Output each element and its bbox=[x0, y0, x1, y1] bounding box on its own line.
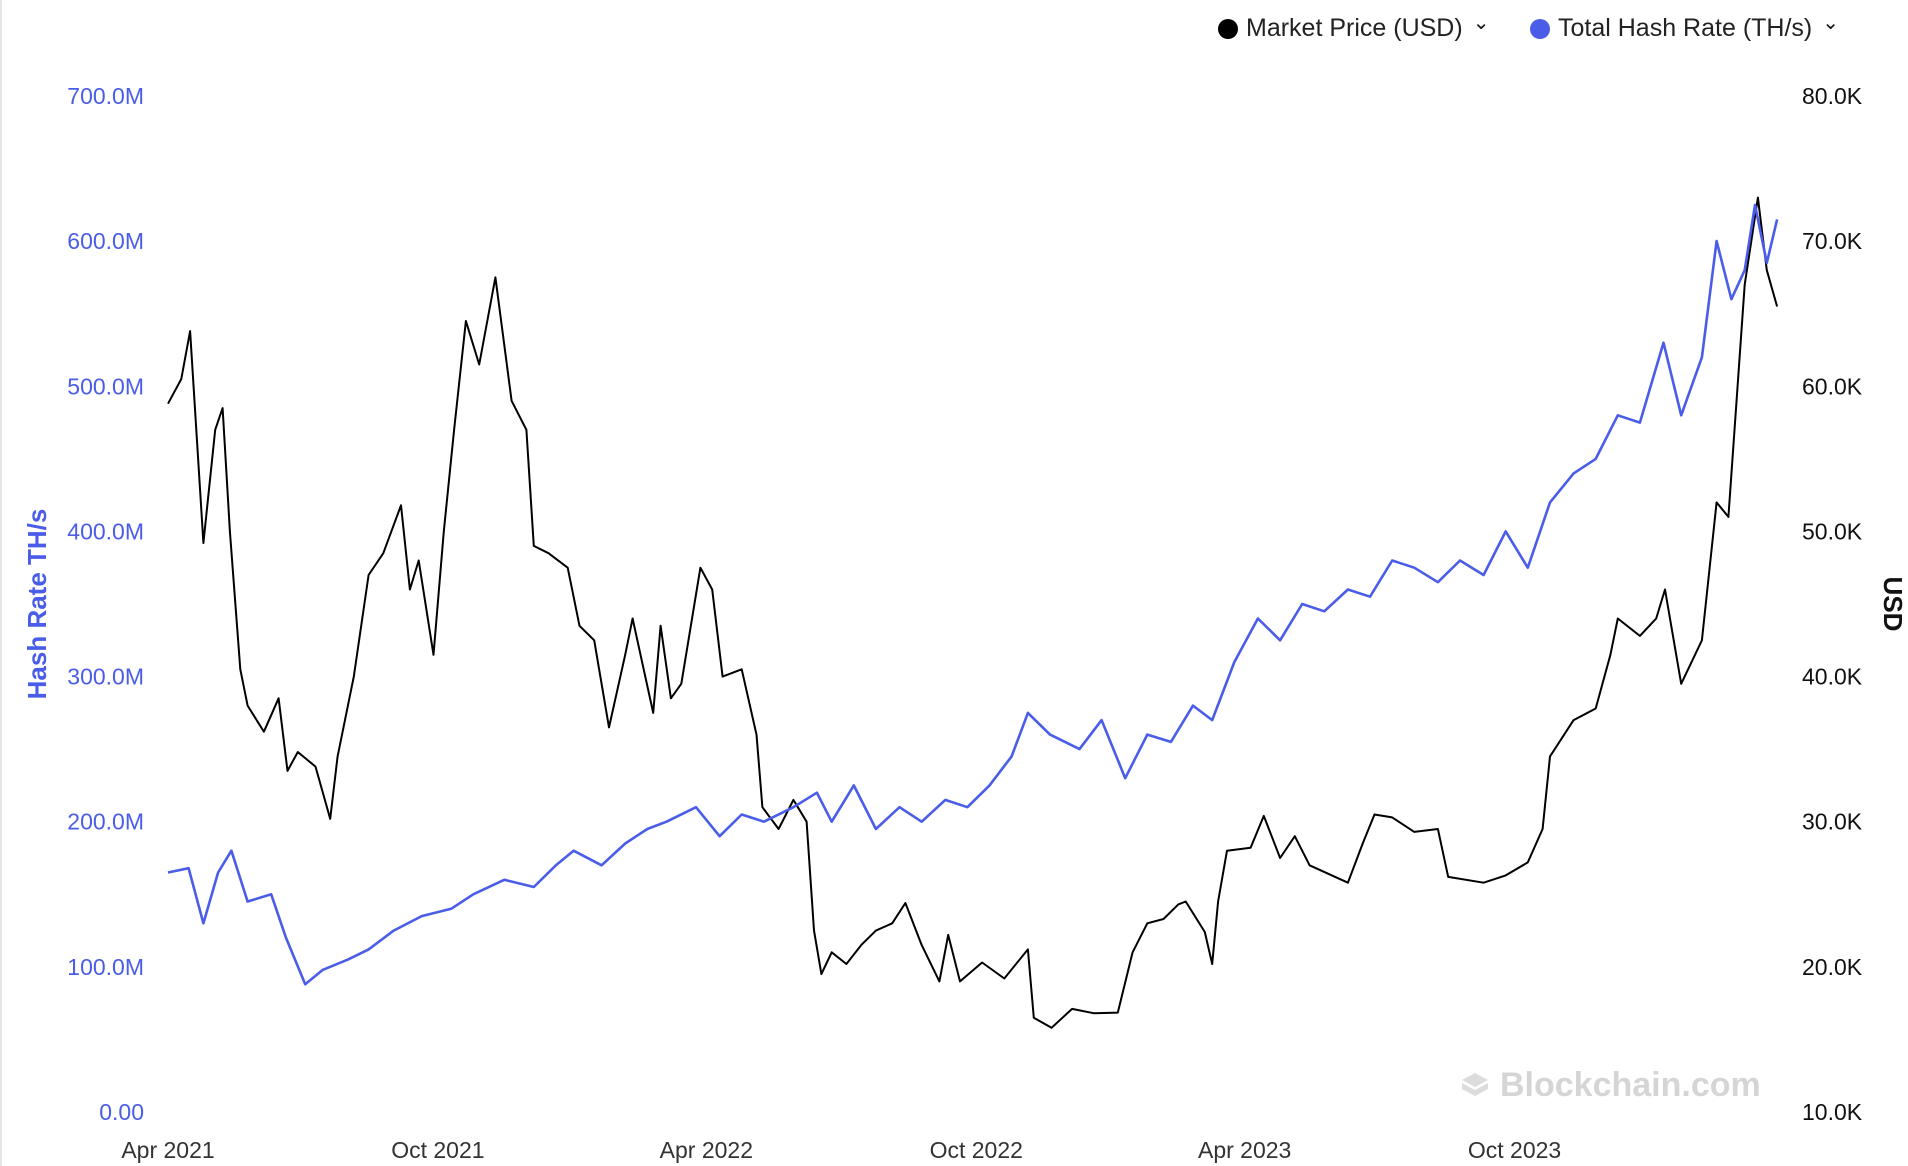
price-legend-label: Market Price (USD) bbox=[1246, 14, 1463, 42]
left-tick-label: 500.0M bbox=[67, 373, 144, 399]
right-tick-label: 20.0K bbox=[1802, 954, 1863, 980]
legend-item-price[interactable]: Market Price (USD) ⌄ bbox=[1218, 12, 1489, 43]
hash-legend-label: Total Hash Rate (TH/s) bbox=[1558, 14, 1813, 42]
x-tick-label: Oct 2022 bbox=[930, 1137, 1023, 1163]
price-legend-dot bbox=[1218, 18, 1238, 39]
left-tick-label: 700.0M bbox=[67, 83, 144, 109]
blockchain-logo-icon bbox=[1462, 1072, 1488, 1096]
left-tick-label: 100.0M bbox=[67, 954, 144, 980]
left-border bbox=[0, 0, 2, 1166]
x-axis: Apr 2021 Oct 2021 Apr 2022 Oct 2022 Apr 2023… bbox=[121, 1137, 1561, 1163]
left-axis: 0.00 100.0M 200.0M 300.0M 400.0M 500.0M 600.0M… bbox=[67, 83, 144, 1125]
right-tick-label: 10.0K bbox=[1802, 1099, 1863, 1125]
legend-item-hash[interactable]: Total Hash Rate (TH/s) ⌄ bbox=[1530, 12, 1839, 43]
left-axis-title: Hash Rate TH/s bbox=[22, 509, 52, 700]
left-tick-label: 200.0M bbox=[67, 809, 144, 835]
chevron-down-icon[interactable]: ⌄ bbox=[1472, 12, 1490, 34]
x-tick-label: Apr 2022 bbox=[660, 1137, 753, 1163]
right-tick-label: 80.0K bbox=[1802, 83, 1863, 109]
right-tick-label: 50.0K bbox=[1802, 518, 1863, 544]
right-tick-label: 70.0K bbox=[1802, 228, 1863, 254]
right-tick-label: 60.0K bbox=[1802, 373, 1863, 399]
left-tick-label: 400.0M bbox=[67, 518, 144, 544]
left-tick-label: 300.0M bbox=[67, 664, 144, 690]
chevron-down-icon[interactable]: ⌄ bbox=[1822, 12, 1840, 34]
right-tick-label: 30.0K bbox=[1802, 809, 1863, 835]
watermark: Blockchain.com bbox=[1460, 1066, 1761, 1105]
hash-legend-dot bbox=[1530, 18, 1550, 39]
left-tick-label: 0.00 bbox=[99, 1099, 144, 1125]
x-tick-label: Oct 2021 bbox=[391, 1137, 484, 1163]
right-axis-title: USD bbox=[1878, 577, 1908, 632]
x-tick-label: Apr 2023 bbox=[1198, 1137, 1291, 1163]
watermark-text: Blockchain.com bbox=[1500, 1066, 1761, 1104]
hash-rate-line bbox=[167, 203, 1779, 986]
right-axis: 10.0K 20.0K 30.0K 40.0K 50.0K 60.0K 70.0K 80.0K bbox=[1802, 83, 1863, 1125]
market-price-line bbox=[167, 196, 1779, 1029]
x-tick-label: Oct 2023 bbox=[1468, 1137, 1561, 1163]
left-tick-label: 600.0M bbox=[67, 228, 144, 254]
series-lines bbox=[167, 196, 1779, 1029]
x-tick-label: Apr 2021 bbox=[121, 1137, 214, 1163]
right-tick-label: 40.0K bbox=[1802, 664, 1863, 690]
